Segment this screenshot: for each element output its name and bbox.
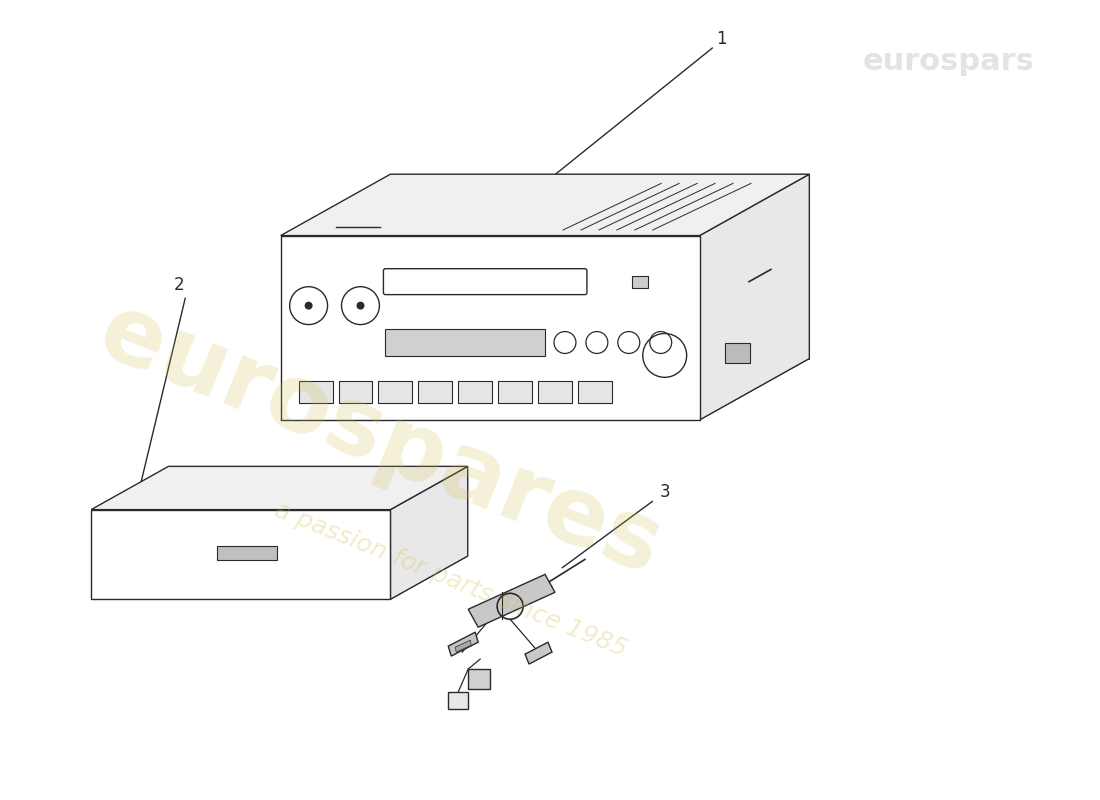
Polygon shape bbox=[91, 556, 468, 599]
Polygon shape bbox=[455, 640, 471, 652]
Polygon shape bbox=[280, 174, 810, 235]
Polygon shape bbox=[538, 382, 572, 403]
Polygon shape bbox=[91, 466, 468, 510]
Text: 3: 3 bbox=[659, 482, 670, 501]
Polygon shape bbox=[385, 329, 544, 357]
Polygon shape bbox=[280, 235, 700, 420]
Polygon shape bbox=[578, 382, 612, 403]
Polygon shape bbox=[449, 692, 469, 709]
Polygon shape bbox=[217, 546, 277, 560]
Polygon shape bbox=[390, 466, 468, 599]
Text: eurospares: eurospares bbox=[86, 286, 674, 594]
Polygon shape bbox=[700, 174, 810, 420]
Polygon shape bbox=[469, 574, 556, 627]
Circle shape bbox=[356, 302, 364, 310]
Polygon shape bbox=[418, 382, 452, 403]
Polygon shape bbox=[390, 174, 810, 358]
Polygon shape bbox=[298, 382, 332, 403]
Circle shape bbox=[305, 302, 312, 310]
Polygon shape bbox=[280, 358, 810, 420]
Text: 2: 2 bbox=[174, 276, 185, 294]
Polygon shape bbox=[449, 632, 478, 656]
Text: eurospars: eurospars bbox=[864, 46, 1035, 76]
Polygon shape bbox=[525, 642, 552, 664]
Text: a passion for parts since 1985: a passion for parts since 1985 bbox=[271, 498, 630, 662]
Text: 1: 1 bbox=[716, 30, 727, 48]
Polygon shape bbox=[459, 382, 492, 403]
Polygon shape bbox=[378, 382, 412, 403]
Polygon shape bbox=[631, 276, 648, 288]
Polygon shape bbox=[91, 510, 390, 599]
Polygon shape bbox=[725, 343, 750, 363]
Polygon shape bbox=[469, 669, 491, 689]
Polygon shape bbox=[339, 382, 373, 403]
Polygon shape bbox=[498, 382, 532, 403]
